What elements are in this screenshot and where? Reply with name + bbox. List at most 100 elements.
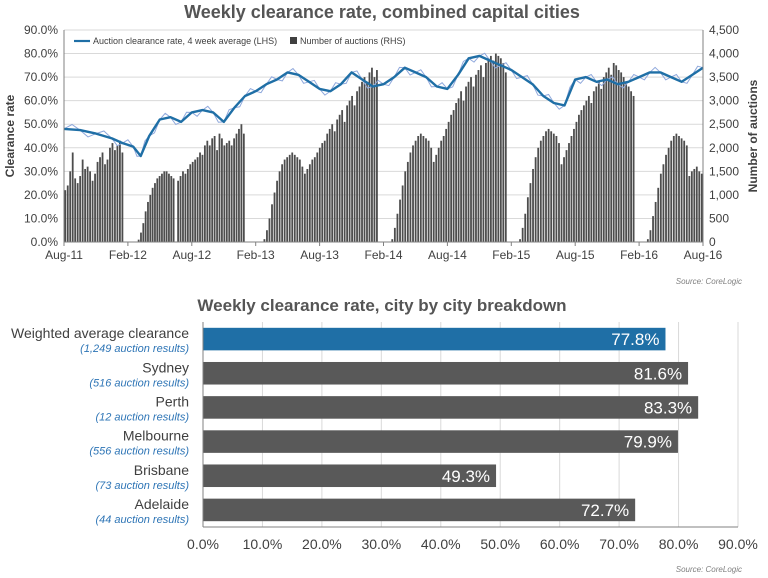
auction-bar [179, 176, 182, 242]
auction-bar [321, 143, 324, 242]
auction-bar [654, 201, 657, 242]
city-category-label: Weighted average clearance [11, 325, 189, 341]
bottom-chart-axes: 0.0% 10.0% 20.0% 30.0% 40.0% 50.0% 60.0% 70.0% 8… [11, 322, 758, 552]
auction-bar [396, 213, 399, 242]
auction-bar [353, 105, 356, 242]
auction-bar [445, 128, 448, 242]
auction-bar [296, 157, 299, 242]
auction-bar [318, 147, 321, 242]
top-chart-legend: Auction clearance rate, 4 week average (… [74, 36, 406, 46]
auction-bar [700, 173, 703, 242]
auction-bar [482, 77, 485, 242]
auction-bar [622, 77, 625, 242]
auction-bar [208, 145, 211, 242]
auction-bar [170, 176, 173, 242]
auction-bar [442, 136, 445, 242]
auction-bar [475, 74, 477, 242]
city-bar [203, 430, 678, 453]
top-chart-axes: 0.0% 10.0% 20.0% 30.0% 40.0% 50.0% 60.0% 70.0% 8… [24, 23, 739, 262]
auction-bar [186, 168, 189, 242]
city-bar-value-label: 72.7% [581, 501, 629, 520]
auction-bar [595, 86, 598, 242]
auction-bar [678, 136, 680, 242]
auction-bar [96, 161, 99, 242]
auction-bar [487, 58, 490, 242]
bottom-x-tick-label: 40.0% [421, 536, 461, 552]
auction-bar [652, 216, 654, 242]
auction-bar [206, 140, 209, 242]
auction-bar [298, 159, 301, 242]
top-chart-clearance-lines [63, 52, 704, 158]
city-auction-count-label: (1,249 auction results) [80, 343, 189, 355]
auction-bar [560, 164, 563, 242]
auction-bar [573, 128, 575, 242]
auction-bar [401, 185, 404, 242]
bottom-chart: Weekly clearance rate, city by city brea… [11, 296, 758, 574]
auction-bar [238, 128, 240, 242]
auction-bar [263, 239, 266, 242]
auction-bar [698, 171, 701, 242]
auction-bar [240, 124, 243, 242]
auction-bar [116, 145, 119, 242]
x-tick-label: Aug-16 [684, 248, 723, 262]
auction-bar [583, 105, 585, 242]
auction-bar [201, 154, 204, 242]
auction-bar [326, 133, 329, 242]
auction-bar [649, 230, 652, 242]
auction-bar [399, 199, 401, 242]
auction-bar [89, 171, 91, 242]
auction-bar [104, 164, 106, 242]
auction-bar [492, 60, 495, 243]
auction-bar [168, 173, 170, 242]
auction-bar [196, 157, 199, 242]
auction-bar [467, 81, 470, 242]
y-right-tick-label: 2,500 [709, 117, 739, 131]
auction-bar [137, 239, 140, 242]
y-left-tick-label: 50.0% [24, 117, 58, 131]
bottom-x-tick-label: 0.0% [187, 536, 219, 552]
y-left-tick-label: 60.0% [24, 94, 58, 108]
auction-bar [452, 110, 455, 242]
auction-bar [172, 178, 175, 242]
auction-bar [547, 128, 550, 242]
auction-bar [477, 70, 480, 242]
auction-bar [184, 173, 187, 242]
auction-bar [662, 164, 665, 242]
auction-bar [393, 227, 396, 242]
auction-bar [142, 223, 145, 242]
auction-bar [539, 140, 542, 242]
auction-bar [91, 180, 94, 242]
auction-bar [109, 147, 111, 242]
auction-bar [101, 152, 104, 242]
auction-bar [351, 95, 353, 243]
auction-bar [615, 65, 618, 242]
auction-bar [313, 157, 316, 242]
auction-bar [213, 136, 216, 242]
weekly-clearance-line [63, 52, 704, 157]
auction-bar [568, 143, 570, 242]
auction-bar [532, 168, 534, 242]
city-bar [203, 361, 689, 385]
y-left-tick-label: 90.0% [24, 23, 58, 37]
auction-bar [425, 138, 427, 242]
city-bar [203, 464, 497, 488]
auction-bar [311, 159, 314, 242]
auction-bar [412, 145, 414, 242]
auction-bar [84, 168, 87, 242]
auction-bar [368, 72, 371, 243]
auction-bar [273, 192, 276, 242]
auction-bar [328, 128, 331, 242]
auction-bar [457, 98, 460, 242]
auction-bar [346, 105, 349, 242]
auction-bar [542, 136, 545, 242]
auction-bar [336, 119, 339, 242]
auction-bar [605, 72, 608, 243]
auction-bar [409, 152, 412, 242]
top-chart-auction-bars [64, 53, 703, 243]
auction-bar [504, 72, 507, 243]
auction-bar [281, 164, 284, 242]
y-right-tick-label: 1,000 [709, 188, 739, 202]
auction-bar [555, 136, 558, 242]
auction-bar [271, 204, 273, 242]
auction-bar [223, 145, 226, 242]
